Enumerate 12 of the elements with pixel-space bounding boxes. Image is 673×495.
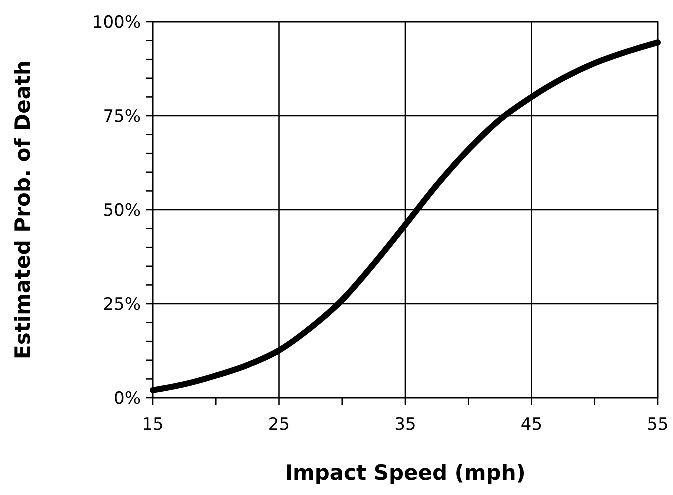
x-tick-label: 45 bbox=[520, 415, 543, 435]
y-tick-label: 75% bbox=[103, 106, 141, 127]
x-tick-label: 25 bbox=[268, 415, 290, 435]
x-tick-label: 55 bbox=[647, 415, 669, 435]
y-axis-title: Estimated Prob. of Death bbox=[11, 60, 35, 360]
y-tick-label: 25% bbox=[103, 294, 141, 315]
x-tick-label: 15 bbox=[142, 415, 164, 435]
y-tick-label: 100% bbox=[92, 12, 141, 33]
x-tick-label: 35 bbox=[394, 415, 416, 435]
x-axis-title: Impact Speed (mph) bbox=[285, 461, 526, 485]
y-tick-label: 0% bbox=[114, 388, 141, 409]
y-tick-label: 50% bbox=[103, 200, 141, 221]
